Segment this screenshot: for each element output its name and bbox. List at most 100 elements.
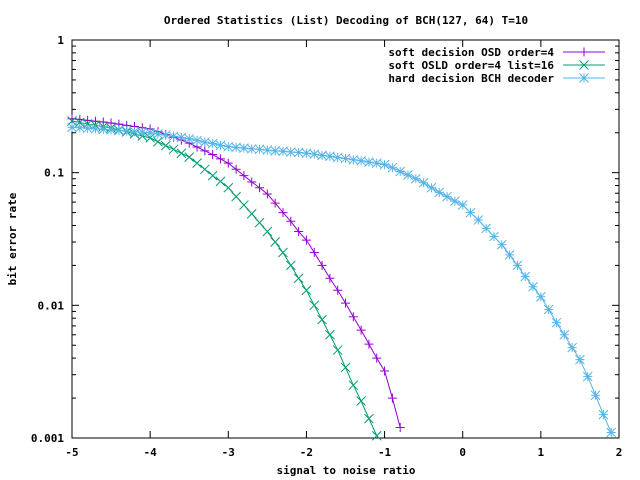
data-point	[473, 215, 484, 225]
data-point	[160, 140, 171, 151]
data-point	[199, 164, 210, 175]
data-point	[489, 231, 499, 242]
data-point	[325, 329, 335, 340]
y-tick-label: 0.01	[38, 299, 65, 312]
data-point	[246, 144, 257, 154]
data-point	[582, 371, 593, 382]
data-point	[160, 130, 171, 140]
data-point	[340, 362, 351, 373]
series-3	[67, 122, 617, 438]
data-point	[512, 260, 523, 271]
data-point	[567, 342, 577, 353]
data-point	[536, 291, 546, 302]
x-tick-label: 2	[616, 446, 623, 459]
data-point	[465, 207, 476, 218]
data-point	[403, 170, 413, 180]
data-point	[278, 146, 288, 157]
data-point	[579, 60, 589, 70]
data-point	[262, 189, 272, 199]
data-point	[239, 143, 249, 154]
data-point	[270, 146, 281, 156]
data-point	[239, 171, 249, 181]
data-point	[215, 176, 226, 187]
data-point	[137, 127, 148, 138]
data-point	[325, 273, 335, 283]
data-point	[301, 148, 312, 159]
data-point	[301, 285, 312, 296]
data-point	[348, 380, 359, 391]
data-point	[208, 150, 218, 160]
data-point	[520, 271, 531, 282]
x-tick-label: -4	[144, 446, 158, 459]
data-point	[153, 129, 163, 139]
plot-area	[67, 114, 617, 441]
data-point	[121, 126, 132, 136]
y-axis-label: bit error rate	[6, 192, 19, 285]
data-point	[176, 148, 187, 159]
data-point	[192, 135, 202, 146]
data-point	[364, 413, 374, 424]
data-point	[528, 281, 538, 292]
data-point	[579, 47, 589, 57]
data-point	[496, 239, 507, 250]
data-point	[317, 150, 327, 161]
data-point	[145, 132, 155, 143]
data-point	[254, 217, 265, 228]
x-tick-label: -2	[300, 446, 313, 459]
data-point	[450, 196, 460, 206]
data-point	[309, 300, 320, 311]
data-point	[481, 223, 492, 234]
data-point	[301, 235, 311, 245]
data-point	[192, 158, 202, 168]
data-point	[332, 345, 343, 355]
data-point	[223, 182, 234, 193]
x-tick-label: 1	[538, 446, 545, 459]
data-point	[387, 393, 397, 403]
series-line	[71, 126, 612, 433]
x-tick-label: -5	[65, 446, 78, 459]
chart-title: Ordered Statistics (List) Decoding of BC…	[164, 14, 528, 27]
x-tick-label: -1	[378, 446, 392, 459]
data-point	[184, 152, 195, 162]
legend-label: soft decision OSD order=4	[388, 46, 554, 59]
data-point	[551, 317, 562, 328]
data-point	[348, 312, 358, 322]
data-point	[168, 144, 179, 155]
data-point	[317, 260, 327, 270]
axes: -5 -4 -3 -2 -1 0 1 2 1 0.1 0.01 0.001	[31, 34, 622, 459]
data-point	[332, 152, 343, 163]
data-point	[247, 177, 257, 187]
data-point	[286, 216, 296, 226]
data-point	[387, 162, 398, 173]
data-point	[145, 127, 155, 138]
x-tick-label: -3	[222, 446, 235, 459]
data-point	[380, 366, 390, 376]
data-point	[559, 329, 570, 340]
data-point	[418, 177, 429, 188]
data-point	[278, 247, 288, 258]
data-point	[74, 122, 85, 133]
y-tick-label: 0.1	[44, 167, 64, 180]
data-point	[372, 353, 382, 363]
data-point	[285, 147, 296, 157]
data-point	[606, 427, 617, 438]
data-point	[246, 208, 257, 219]
data-point	[410, 173, 421, 184]
data-point	[340, 153, 351, 164]
data-point	[106, 125, 116, 135]
data-point	[348, 154, 359, 165]
data-point	[285, 260, 296, 271]
data-point	[168, 131, 179, 142]
data-point	[371, 158, 382, 168]
data-point	[371, 430, 382, 441]
data-point	[504, 250, 515, 260]
data-point	[278, 208, 288, 218]
data-point	[239, 200, 249, 210]
data-point	[356, 396, 366, 406]
data-point	[294, 227, 304, 237]
data-point	[153, 136, 163, 147]
data-point	[293, 273, 304, 284]
data-point	[231, 164, 241, 174]
